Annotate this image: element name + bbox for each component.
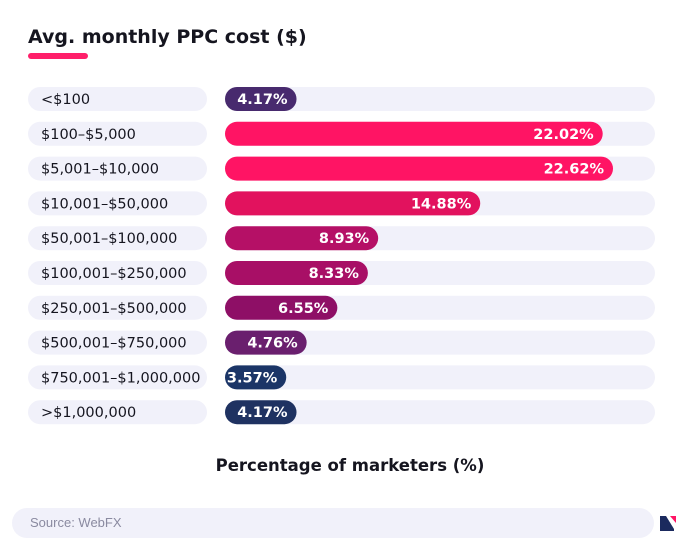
bar-row: <$100 4.17% (28, 87, 655, 111)
webfx-logo-icon (660, 516, 676, 531)
category-pill (28, 400, 207, 425)
bar-value-label: 22.02% (533, 127, 594, 143)
category-label: $10,001–$50,000 (41, 196, 168, 212)
category-label: $750,001–$1,000,000 (41, 370, 200, 386)
category-pill (28, 365, 207, 390)
category-label: <$100 (41, 92, 90, 108)
category-pill (28, 191, 207, 216)
bar-value-label: 8.93% (319, 231, 370, 247)
bar-value-label: 4.17% (237, 405, 288, 421)
category-label: $100,001–$250,000 (41, 266, 187, 282)
bar-row: $5,001–$10,000 22.62% (28, 156, 655, 181)
bar-value-label: 6.55% (278, 301, 329, 317)
bar-value-label: 14.88% (411, 196, 472, 212)
category-label: $100–$5,000 (41, 127, 136, 143)
category-pill (28, 226, 207, 251)
bar (225, 295, 338, 320)
category-pill (28, 261, 207, 285)
bar (225, 87, 297, 111)
bar (225, 261, 368, 285)
source-text: Source: WebFX (30, 515, 122, 530)
bar-track (225, 400, 655, 425)
bar-value-label: 4.76% (247, 336, 298, 352)
bar (225, 226, 379, 251)
bar-row: $750,001–$1,000,000 3.57% (28, 365, 655, 390)
bar-value-label: 3.57% (227, 370, 278, 386)
category-pill (28, 87, 207, 111)
bar (225, 330, 307, 355)
bar-row: $10,001–$50,000 14.88% (28, 191, 655, 216)
category-label: $50,001–$100,000 (41, 231, 177, 247)
bar-row: $100,001–$250,000 8.33% (28, 261, 655, 285)
category-pill (28, 121, 207, 146)
bar-value-label: 8.33% (309, 266, 360, 282)
bar-row: $100–$5,000 22.02% (28, 121, 655, 146)
bar-track (225, 365, 655, 390)
bar-value-label: 22.62% (544, 162, 605, 178)
bar-row: >$1,000,000 4.17% (28, 400, 655, 425)
category-pill (28, 295, 207, 320)
category-label: $250,001–$500,000 (41, 301, 187, 317)
category-pill (28, 330, 207, 355)
source-bar: Source: WebFX (12, 508, 654, 538)
chart-title: Avg. monthly PPC cost ($) (28, 26, 307, 48)
bar (225, 121, 603, 146)
bar (225, 365, 287, 390)
category-label: $5,001–$10,000 (41, 162, 159, 178)
bar-row: $500,001–$750,000 4.76% (28, 330, 655, 355)
bar-row: $50,001–$100,000 8.93% (28, 226, 655, 251)
bar (225, 400, 297, 425)
bar-track (225, 87, 655, 111)
bar-value-label: 4.17% (237, 92, 288, 108)
category-pill (28, 156, 207, 181)
bar-track (225, 330, 655, 355)
bar-chart: <$100 4.17% $100–$5,000 22.02% $5,001–$10,00… (28, 87, 655, 425)
category-label: >$1,000,000 (41, 405, 136, 421)
title-underline (28, 53, 88, 59)
x-axis-label: Percentage of marketers (%) (215, 456, 485, 475)
bar (225, 191, 481, 216)
bar-row: $250,001–$500,000 6.55% (28, 295, 655, 320)
category-label: $500,001–$750,000 (41, 336, 187, 352)
bar (225, 156, 613, 181)
